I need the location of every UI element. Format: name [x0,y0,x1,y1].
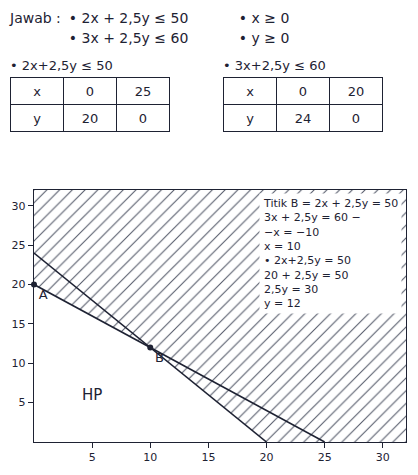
svg-text:HP: HP [82,386,102,404]
html-text:0: 0 [85,83,95,99]
html-text:0: 0 [138,110,148,126]
html-text:0: 0 [351,110,361,126]
svg-text:10: 10 [143,451,157,464]
svg-text:A: A [39,287,48,302]
svg-text:15: 15 [12,318,26,331]
svg-text:25: 25 [12,239,26,252]
html-text:• x ≥ 0: • x ≥ 0 [238,10,290,26]
html-text:x: x [246,83,254,99]
svg-text:Titik B = 2x + 2,5y = 503x + 2: Titik B = 2x + 2,5y = 503x + 2,5y = 60 −… [263,197,398,310]
html-text:y: y [246,110,254,126]
html-text:y: y [33,110,41,126]
html-text:20: 20 [347,83,365,99]
html-text:Jawab :: Jawab : [10,10,61,26]
html-text:20: 20 [81,110,99,126]
html-text:• 2x+2,5y ≤ 50: • 2x+2,5y ≤ 50 [10,58,113,73]
svg-text:30: 30 [12,200,26,213]
svg-text:5: 5 [19,396,26,409]
svg-text:5: 5 [89,451,96,464]
html-text:x: x [33,83,41,99]
html-text:• 2x + 2,5y ≤ 50: • 2x + 2,5y ≤ 50 [68,10,189,26]
svg-text:10: 10 [12,357,26,370]
svg-text:20: 20 [12,278,26,291]
html-text:24: 24 [294,110,312,126]
svg-text:15: 15 [201,451,215,464]
svg-text:20: 20 [260,451,274,464]
svg-text:B: B [155,350,164,365]
html-text:• 3x+2,5y ≤ 60: • 3x+2,5y ≤ 60 [223,58,326,73]
svg-text:25: 25 [318,451,332,464]
html-text:• y ≥ 0: • y ≥ 0 [238,30,290,46]
html-text:• 3x + 2,5y ≤ 60: • 3x + 2,5y ≤ 60 [68,30,189,46]
html-text:0: 0 [298,83,308,99]
svg-text:30: 30 [376,451,390,464]
html-text:25: 25 [134,83,152,99]
